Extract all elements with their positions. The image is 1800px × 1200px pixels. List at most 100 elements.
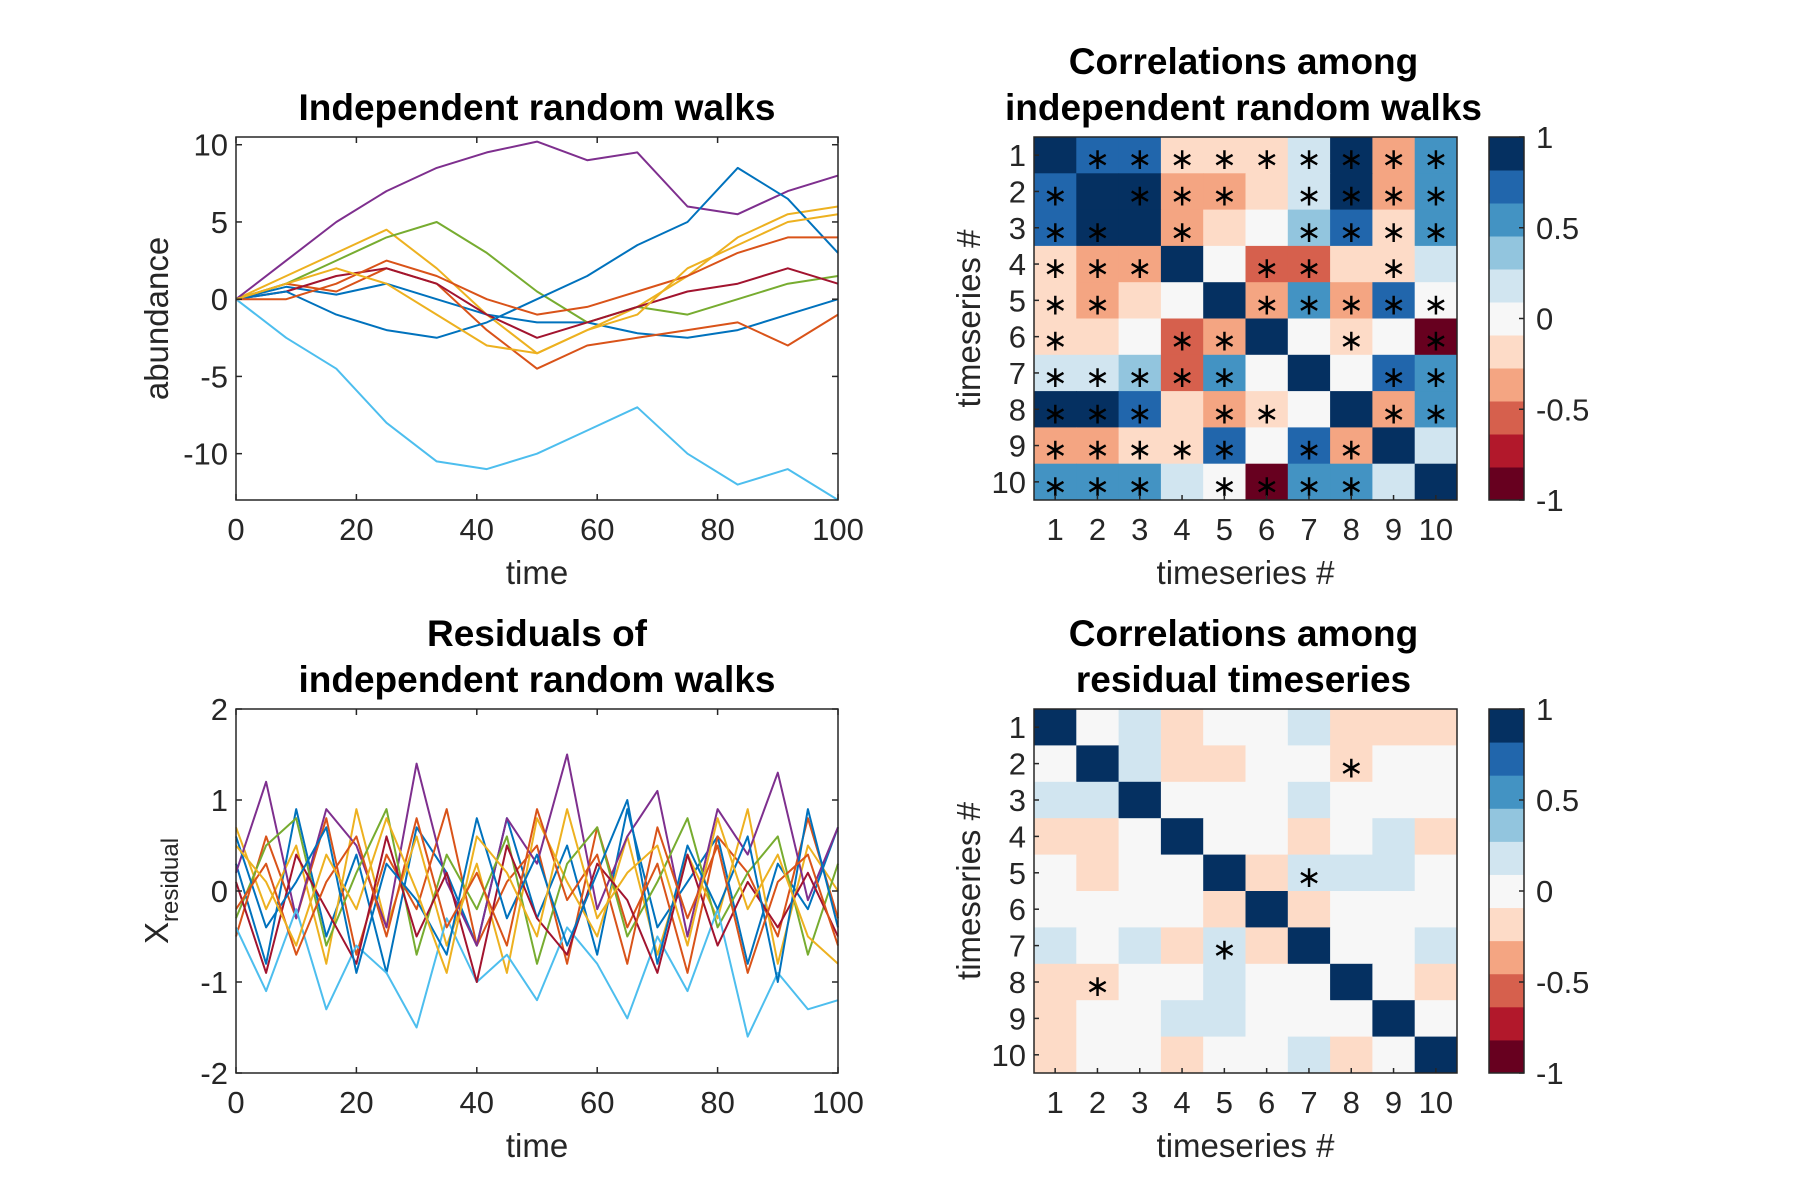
heatmap-cell — [1076, 209, 1120, 247]
heatmap-cell — [1372, 781, 1416, 819]
significance-marker: ∗ — [1296, 142, 1321, 177]
significance-marker: ∗ — [1296, 178, 1321, 213]
heatmap-cell — [1118, 245, 1162, 283]
colorbar-segment — [1489, 236, 1524, 270]
significance-marker: ∗ — [1043, 396, 1068, 431]
heatmap-cell — [1034, 781, 1077, 819]
heatmap-cell — [1203, 318, 1246, 356]
colorbar-segment — [1489, 170, 1524, 204]
series-line-1 — [235, 808, 839, 974]
colorbar-tick-label: 0 — [1536, 874, 1553, 909]
heatmap-cell — [1287, 781, 1331, 819]
x-tick-label: 20 — [339, 512, 373, 547]
heatmap-cell — [1414, 137, 1458, 174]
significance-marker: ∗ — [1169, 142, 1194, 177]
significance-marker: ∗ — [1169, 324, 1194, 359]
heatmap-cell — [1160, 354, 1204, 392]
heatmap-cell — [1287, 927, 1331, 965]
heatmap-cell — [1414, 209, 1458, 247]
significance-marker: ∗ — [1339, 324, 1364, 359]
significance-marker: ∗ — [1127, 178, 1152, 213]
heatmap-cell — [1203, 282, 1246, 319]
heatmap-cell — [1034, 173, 1077, 211]
series-line-1 — [235, 282, 839, 339]
x-tick-label: 0 — [227, 1085, 244, 1120]
x-tick-label: 9 — [1385, 512, 1402, 547]
heatmap-cell — [1372, 209, 1416, 247]
colorbar-tick-label: 1 — [1536, 120, 1553, 155]
heatmap-cell — [1287, 709, 1331, 746]
heatmap-cell — [1245, 391, 1289, 428]
x-tick-label: 8 — [1343, 512, 1360, 547]
y-axis-label: timeseries # — [950, 229, 987, 408]
heatmap-cell — [1372, 173, 1416, 211]
heatmap-cell — [1372, 1036, 1416, 1074]
heatmap-cell — [1372, 427, 1416, 465]
heatmap-cell — [1330, 891, 1373, 928]
significance-marker: ∗ — [1254, 396, 1279, 431]
heatmap-cell — [1414, 1036, 1458, 1074]
significance-marker: ∗ — [1085, 969, 1110, 1004]
x-tick-label: 1 — [1047, 512, 1064, 547]
heatmap-cell — [1287, 354, 1331, 392]
y-tick-label: 7 — [1009, 929, 1026, 964]
x-axis-label: timeseries # — [1157, 554, 1336, 591]
heatmap-cell — [1372, 963, 1416, 1001]
heatmap-cell — [1414, 463, 1458, 501]
heatmap-cell — [1414, 245, 1458, 283]
y-tick-label: 1 — [1009, 138, 1026, 173]
significance-marker: ∗ — [1423, 360, 1448, 395]
significance-marker: ∗ — [1169, 215, 1194, 250]
x-tick-label: 4 — [1173, 1085, 1190, 1120]
significance-marker: ∗ — [1381, 215, 1406, 250]
heatmap-cell — [1076, 709, 1120, 746]
significance-marker: ∗ — [1423, 215, 1448, 250]
x-tick-label: 10 — [1419, 512, 1453, 547]
series-line-8 — [235, 799, 839, 983]
heatmap-cell — [1287, 745, 1331, 783]
plot-area-frame — [1033, 136, 1458, 501]
heatmap-cell — [1203, 927, 1246, 965]
heatmap-cell — [1160, 173, 1204, 211]
series-line-5 — [235, 221, 839, 324]
heatmap-cell — [1034, 137, 1077, 174]
heatmap-cell — [1330, 282, 1373, 319]
significance-marker: ∗ — [1127, 360, 1152, 395]
heatmap-cell — [1287, 282, 1331, 319]
heatmap-cell — [1034, 1036, 1077, 1074]
y-tick-label: 5 — [1009, 283, 1026, 318]
significance-marker: ∗ — [1296, 251, 1321, 286]
heatmap-cell — [1118, 963, 1162, 1001]
significance-marker: ∗ — [1296, 433, 1321, 468]
heatmap-cell — [1203, 1000, 1246, 1038]
heatmap-cell — [1034, 927, 1077, 965]
significance-marker: ∗ — [1296, 860, 1321, 895]
x-tick-label: 2 — [1089, 1085, 1106, 1120]
heatmap-cell — [1034, 427, 1077, 465]
significance-marker: ∗ — [1423, 396, 1448, 431]
heatmap-cell — [1160, 854, 1204, 892]
heatmap-cell — [1245, 1000, 1289, 1038]
series-line-9 — [236, 236, 838, 316]
heatmap-cell — [1372, 137, 1416, 174]
heatmap-cell — [1160, 318, 1204, 356]
heatmap-cell — [1287, 818, 1331, 856]
significance-marker: ∗ — [1381, 178, 1406, 213]
heatmap-cell — [1372, 318, 1416, 356]
heatmap-cell — [1330, 1000, 1373, 1038]
heatmap-cell — [1330, 1036, 1373, 1074]
colorbar-tick-label: -1 — [1536, 1056, 1564, 1091]
heatmap-cell — [1414, 963, 1458, 1001]
heatmap-cell — [1330, 427, 1373, 465]
series-line-2 — [235, 808, 839, 974]
heatmap-cell — [1118, 354, 1162, 392]
x-tick-label: 40 — [460, 1085, 494, 1120]
heatmap-cell — [1414, 709, 1458, 746]
heatmap-cell — [1330, 781, 1373, 819]
heatmap-cell — [1160, 781, 1204, 819]
heatmap-cell — [1203, 818, 1246, 856]
heatmap-cell — [1203, 781, 1246, 819]
y-tick-label: 4 — [1009, 819, 1026, 854]
heatmap-cell — [1203, 173, 1246, 211]
significance-marker: ∗ — [1339, 142, 1364, 177]
